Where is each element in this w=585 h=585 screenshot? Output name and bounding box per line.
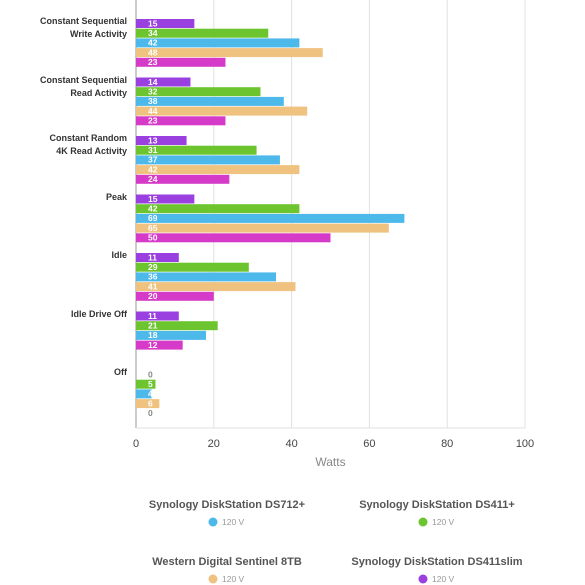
value-label: 24 bbox=[148, 174, 158, 184]
bar bbox=[136, 321, 218, 331]
bar bbox=[136, 330, 207, 340]
value-label: 36 bbox=[148, 272, 158, 282]
x-tick-label: 100 bbox=[516, 438, 534, 450]
legend-sublabel: 120 V bbox=[432, 574, 455, 584]
value-label: 4 bbox=[148, 389, 153, 399]
value-label: 44 bbox=[148, 106, 158, 116]
bar bbox=[136, 272, 277, 282]
value-label: 23 bbox=[148, 116, 158, 126]
value-label: 31 bbox=[148, 145, 158, 155]
bar bbox=[136, 19, 195, 28]
value-label: 42 bbox=[148, 203, 158, 213]
category-label: Constant Sequential Read Activity bbox=[39, 74, 127, 98]
x-tick-label: 40 bbox=[285, 438, 297, 450]
legend-sublabel: 120 V bbox=[222, 517, 245, 527]
bar bbox=[136, 116, 226, 126]
bar bbox=[136, 136, 187, 145]
value-label: 0 bbox=[148, 369, 153, 379]
bar bbox=[136, 340, 183, 350]
category-label: Idle bbox=[111, 250, 127, 260]
bar bbox=[136, 291, 214, 301]
bar bbox=[136, 311, 179, 321]
value-label: 65 bbox=[148, 223, 158, 233]
x-tick-label: 60 bbox=[363, 438, 375, 450]
value-label: 23 bbox=[148, 57, 158, 67]
value-label: 37 bbox=[148, 155, 158, 165]
bar bbox=[136, 145, 257, 155]
value-label: 18 bbox=[148, 330, 158, 340]
x-tick-label: 80 bbox=[441, 438, 453, 450]
legend-marker bbox=[418, 574, 428, 584]
category-label: Constant Random 4K Read Activity bbox=[49, 133, 128, 156]
value-label: 12 bbox=[148, 340, 158, 350]
bar bbox=[136, 106, 308, 116]
bar bbox=[136, 233, 331, 243]
value-label: 29 bbox=[148, 262, 158, 272]
legend-label: Western Digital Sentinel 8TB bbox=[152, 556, 302, 568]
x-tick-label: 20 bbox=[208, 438, 220, 450]
bar bbox=[136, 204, 300, 214]
bar bbox=[136, 379, 156, 389]
bar bbox=[136, 194, 195, 204]
bar bbox=[136, 174, 230, 184]
category-label: Constant Sequential Write Activity bbox=[39, 16, 127, 39]
value-label: 14 bbox=[148, 77, 158, 87]
value-label: 21 bbox=[148, 320, 158, 330]
value-label: 15 bbox=[148, 194, 158, 204]
value-label: 50 bbox=[148, 233, 158, 243]
bar bbox=[136, 96, 284, 106]
value-label: 5 bbox=[148, 379, 153, 389]
category-label: Off bbox=[114, 367, 127, 377]
x-axis-title: Watts bbox=[315, 455, 345, 469]
value-label: 38 bbox=[148, 96, 158, 106]
value-label: 11 bbox=[148, 252, 157, 262]
value-label: 34 bbox=[148, 28, 158, 38]
bar bbox=[136, 282, 296, 292]
legend-marker bbox=[208, 574, 218, 584]
bar bbox=[136, 38, 300, 48]
value-label: 15 bbox=[148, 18, 158, 28]
category-label: Peak bbox=[105, 191, 127, 202]
bar bbox=[136, 213, 405, 223]
value-label: 42 bbox=[148, 164, 158, 174]
bar bbox=[136, 165, 300, 175]
bar bbox=[136, 87, 261, 97]
bar bbox=[136, 253, 179, 262]
bar bbox=[136, 57, 226, 67]
bar bbox=[136, 223, 389, 233]
value-label: 41 bbox=[148, 281, 158, 291]
value-label: 48 bbox=[148, 47, 158, 57]
bar bbox=[136, 389, 152, 399]
value-label: 20 bbox=[148, 291, 158, 301]
bar bbox=[136, 48, 323, 58]
value-label: 69 bbox=[148, 213, 158, 223]
value-label: 11 bbox=[148, 311, 157, 321]
value-label: 13 bbox=[148, 135, 158, 145]
legend-marker bbox=[418, 517, 428, 527]
value-label: 0 bbox=[148, 408, 153, 418]
legend-label: Synology DiskStation DS411+ bbox=[359, 499, 515, 511]
legend-marker bbox=[208, 517, 218, 527]
bar bbox=[136, 77, 191, 87]
value-label: 6 bbox=[148, 398, 153, 408]
value-label: 42 bbox=[148, 38, 158, 48]
bar bbox=[136, 399, 160, 409]
legend-label: Synology DiskStation DS411slim bbox=[351, 556, 522, 568]
bar bbox=[136, 155, 280, 165]
bar bbox=[136, 262, 249, 272]
legend-label: Synology DiskStation DS712+ bbox=[149, 499, 305, 511]
bar bbox=[136, 28, 269, 38]
x-tick-label: 0 bbox=[133, 438, 139, 450]
legend-sublabel: 120 V bbox=[432, 517, 455, 527]
value-label: 32 bbox=[148, 86, 158, 96]
category-label: Idle Drive Off bbox=[70, 308, 127, 319]
legend-sublabel: 120 V bbox=[222, 574, 245, 584]
